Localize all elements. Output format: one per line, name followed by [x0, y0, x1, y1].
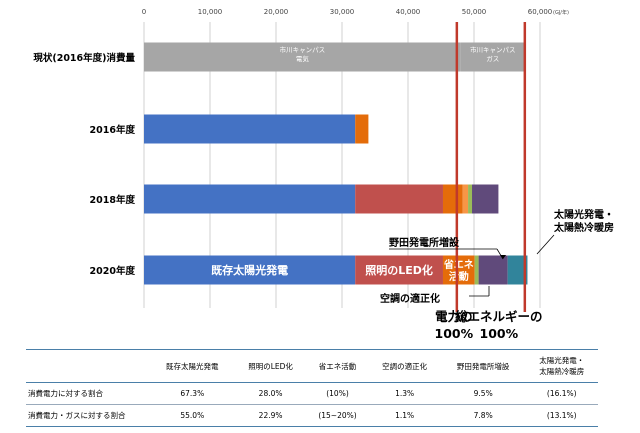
x-tick-label: 40,000: [396, 8, 421, 16]
bar-segment: [144, 42, 461, 72]
annotation-aircon: 空調の適正化: [380, 292, 440, 305]
bar-segment: [144, 255, 356, 285]
table-cell: 9.5%: [473, 389, 493, 398]
x-unit-label: (GJ/年): [553, 9, 569, 16]
table-cell: (15~20%): [318, 411, 357, 420]
bar-segment: [474, 255, 479, 285]
table-cell: (16.1%): [546, 389, 577, 398]
bar-segment: [355, 114, 369, 144]
bar-segment: [468, 184, 473, 214]
bar-segment: [472, 184, 499, 214]
header-cell: 空調の適正化: [382, 361, 428, 371]
bar-segment: [478, 255, 508, 285]
x-tick-label: 50,000: [462, 8, 487, 16]
annotation-noda: 野田発電所増設: [389, 236, 460, 249]
table-cell: 22.9%: [258, 411, 283, 420]
summary-table: 既存太陽光発電 照明のLED化 省エネ活動 空調の適正化 野田発電所増設 太陽光…: [26, 349, 598, 427]
table-cell: (13.1%): [546, 411, 577, 420]
x-tick-label: 20,000: [264, 8, 289, 16]
table-cell: 55.0%: [180, 411, 205, 420]
row-label: 消費電力に対する割合: [28, 389, 103, 398]
header-cell: 省エネ活動: [318, 361, 357, 371]
annotation-arrowhead: [500, 255, 506, 259]
segment-label: 既存太陽光発電: [211, 263, 288, 277]
header-cell: 野田発電所増設: [456, 361, 510, 371]
category-label: 2020年度: [90, 265, 136, 277]
table-header-row: 既存太陽光発電 照明のLED化 省エネ活動 空調の適正化 野田発電所増設 太陽光…: [26, 349, 598, 383]
bar-segment: [355, 184, 443, 214]
header-cell: 太陽光発電・ 太陽熱冷暖房: [539, 356, 585, 376]
x-tick-label: 0: [142, 8, 146, 16]
reference-line-label: 総エネルギーの 100%: [455, 309, 543, 341]
table-row: 消費電力・ガスに対する割合 55.0% 22.9% (15~20%) 1.1% …: [26, 405, 598, 427]
segment-label: 市川キャンパスガス: [470, 45, 516, 63]
x-tick-label: 10,000: [198, 8, 223, 16]
table-cell: (10%): [326, 389, 349, 398]
table-cell: 67.3%: [180, 389, 205, 398]
reference-line-label: 電力の 100%: [435, 309, 474, 341]
x-tick-label: 30,000: [330, 8, 355, 16]
header-cell: [26, 350, 150, 383]
table-cell: 1.1%: [395, 411, 415, 420]
row-label: 消費電力・ガスに対する割合: [28, 411, 126, 420]
table-cell: 7.8%: [473, 411, 493, 420]
stacked-bar-chart: 0 10,000 20,000 30,000 40,000 50,000 60,000 (GJ…: [33, 8, 614, 341]
x-tick-label: 60,000: [528, 8, 553, 16]
segment-label: 省エネ活動: [443, 258, 474, 283]
bar-segment: [460, 42, 525, 72]
header-cell: 照明のLED化: [248, 361, 293, 371]
bar-segment: [355, 255, 443, 285]
category-label: 2016年度: [90, 124, 136, 136]
bar-segment: [442, 184, 463, 214]
bar-segment: [144, 184, 356, 214]
bar-segment: [442, 255, 475, 285]
annotation-solar: 太陽光発電・太陽熱冷暖房: [553, 208, 614, 234]
table-row: 消費電力に対する割合 67.3% 28.0% (10%) 1.3% 9.5% (…: [26, 383, 598, 405]
table-cell: 28.0%: [258, 389, 283, 398]
bar-segment: [507, 255, 528, 285]
table-cell: 1.3%: [395, 389, 415, 398]
bar-segment: [144, 114, 356, 144]
annotation-leader: [536, 234, 555, 255]
header-cell: 既存太陽光発電: [166, 361, 219, 371]
segment-label: 照明のLED化: [365, 263, 433, 277]
category-label: 現状(2016年度)消費量: [33, 52, 135, 64]
category-label: 2018年度: [90, 194, 136, 206]
segment-label: 市川キャンパス電気: [280, 45, 326, 63]
bar-segment: [462, 184, 469, 214]
